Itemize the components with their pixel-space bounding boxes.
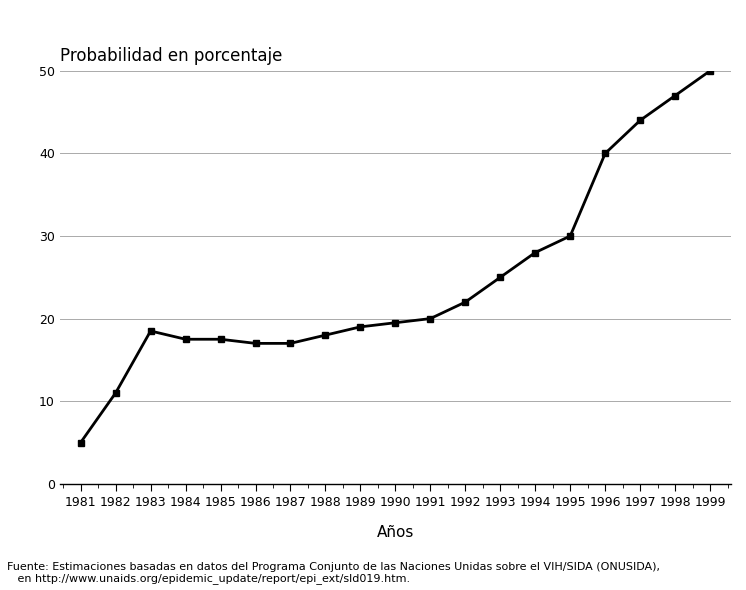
Text: Fuente: Estimaciones basadas en datos del Programa Conjunto de las Naciones Unid: Fuente: Estimaciones basadas en datos de… — [7, 562, 660, 584]
Text: Años: Años — [377, 525, 414, 540]
Text: Probabilidad en porcentaje: Probabilidad en porcentaje — [60, 47, 282, 65]
